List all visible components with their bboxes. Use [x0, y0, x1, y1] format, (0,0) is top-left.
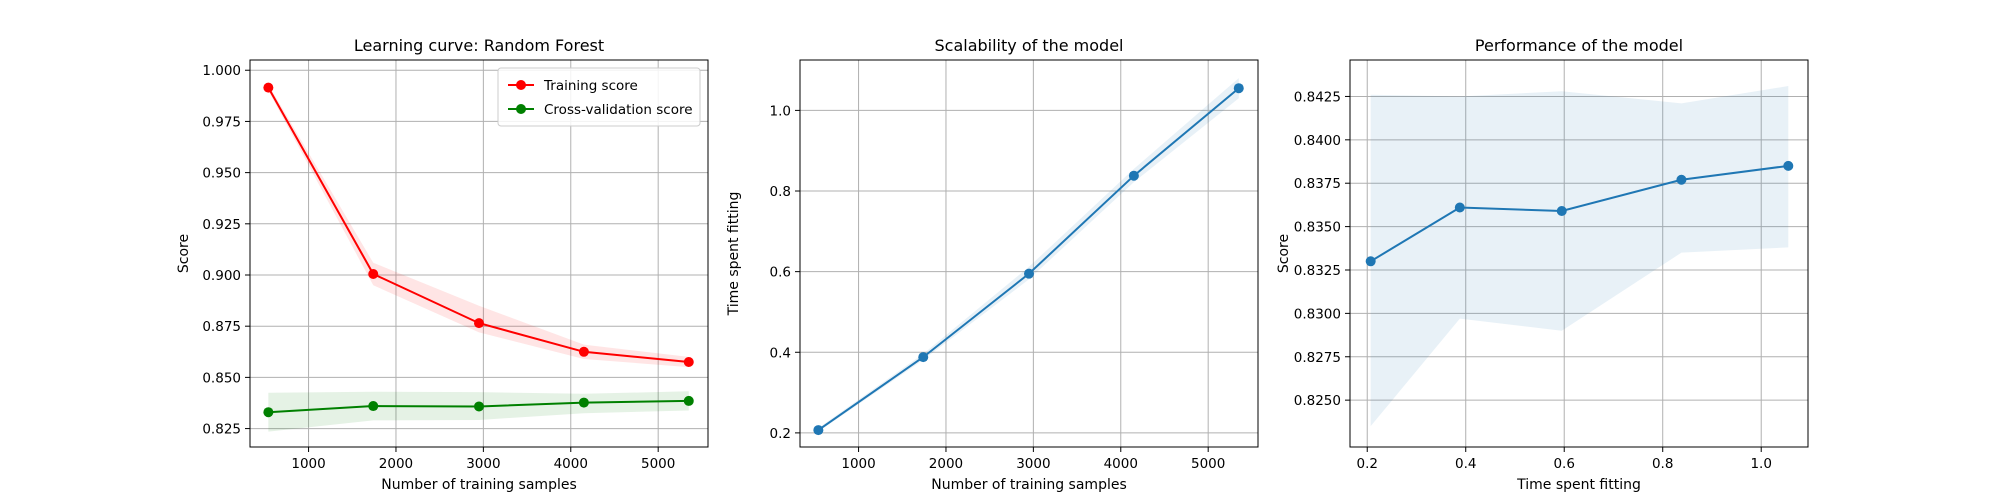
axes-frame [1349, 59, 1809, 448]
axes-frame [249, 59, 709, 448]
legend-marker [516, 104, 526, 114]
y-tick-label: 0.8250 [1294, 393, 1341, 409]
series-1-point [1233, 83, 1244, 94]
series-1-point [368, 268, 379, 279]
x-tick-label: 1000 [841, 456, 875, 472]
x-tick-label: 2000 [929, 456, 963, 472]
y-tick-label: 1.000 [202, 63, 241, 79]
series-1-point [1676, 174, 1687, 185]
series-1-point [683, 357, 694, 368]
x-tick-label: 0.4 [1455, 456, 1476, 472]
series-1-band [1370, 86, 1789, 427]
y-tick-label: 0.8 [770, 184, 791, 200]
series-1-point [918, 352, 929, 363]
x-tick-label: 0.6 [1553, 456, 1574, 472]
x-tick-label: 3000 [1016, 456, 1050, 472]
chart-title: Scalability of the model [935, 36, 1124, 55]
y-axis-label: Score [1276, 234, 1292, 273]
series-1-point [1454, 202, 1465, 213]
series-2-point [263, 407, 274, 418]
y-tick-label: 0.900 [202, 268, 241, 284]
y-tick-label: 0.8400 [1294, 133, 1341, 149]
x-axis-label: Time spent fitting [1516, 477, 1641, 493]
chart-2: 1000 2000 3000 4000 5000 0.2 0.4 0.6 0.8 1.0 Scala… [726, 36, 1259, 493]
y-tick-label: 0.875 [202, 319, 241, 335]
x-tick-label: 3000 [466, 456, 500, 472]
series-1-point [263, 82, 274, 93]
plot-area [1350, 60, 1808, 447]
series-1-point [1556, 205, 1567, 216]
series-2-point [578, 397, 589, 408]
x-tick-label: 5000 [641, 456, 675, 472]
chart-3: 0.2 0.4 0.6 0.8 1.0 0.8250 0.8275 0.8300 0.8325 0… [1276, 36, 1809, 493]
plot-area [800, 60, 1258, 447]
x-axis-label: Number of training samples [381, 477, 577, 493]
y-tick-label: 0.975 [202, 114, 241, 130]
chart-title: Performance of the model [1475, 36, 1683, 55]
legend-label: Cross-validation score [544, 102, 693, 118]
chart-1: 1000 2000 3000 4000 5000 0.825 0.850 0.875 0.900… [176, 36, 709, 493]
x-tick-label: 0.2 [1356, 456, 1377, 472]
series-1-point [1128, 170, 1139, 181]
y-tick-label: 0.8325 [1294, 263, 1341, 279]
y-tick-label: 1.0 [770, 103, 791, 119]
chart-title: Learning curve: Random Forest [354, 36, 604, 55]
y-tick-label: 0.8350 [1294, 220, 1341, 236]
series-2-point [474, 401, 484, 412]
series-1-point [813, 425, 824, 436]
series-1-band [268, 84, 689, 368]
x-tick-label: 4000 [1104, 456, 1138, 472]
series-1-point [1365, 256, 1376, 267]
y-tick-label: 0.8275 [1294, 350, 1341, 366]
y-tick-label: 0.850 [202, 370, 241, 386]
x-tick-label: 0.8 [1652, 456, 1673, 472]
y-tick-label: 0.825 [202, 422, 241, 438]
legend: Training score Cross-validation score [497, 67, 701, 127]
x-tick-label: 5000 [1191, 456, 1225, 472]
x-tick-label: 1.0 [1750, 456, 1771, 472]
x-axis-label: Number of training samples [931, 477, 1127, 493]
y-axis-label: Time spent fitting [726, 192, 742, 317]
series-1-point [1024, 268, 1034, 279]
series-1-point [578, 346, 589, 357]
axes-frame [799, 59, 1259, 448]
series-1-point [474, 318, 484, 329]
legend-marker [516, 80, 526, 90]
y-tick-label: 0.8425 [1294, 89, 1341, 105]
y-tick-label: 0.925 [202, 217, 241, 233]
y-tick-label: 0.2 [770, 426, 791, 442]
y-tick-label: 0.6 [770, 265, 791, 281]
series-1-point [1783, 160, 1794, 171]
y-tick-label: 0.4 [770, 345, 791, 361]
legend-box [497, 67, 701, 127]
series-2-point [368, 401, 379, 412]
x-tick-label: 4000 [554, 456, 588, 472]
legend-label: Training score [543, 78, 638, 94]
series-2-point [683, 395, 694, 406]
y-tick-label: 0.8375 [1294, 176, 1341, 192]
y-axis-label: Score [176, 234, 192, 273]
y-tick-label: 0.8300 [1294, 306, 1341, 322]
x-tick-label: 2000 [379, 456, 413, 472]
y-tick-label: 0.950 [202, 166, 241, 182]
x-tick-label: 1000 [291, 456, 325, 472]
